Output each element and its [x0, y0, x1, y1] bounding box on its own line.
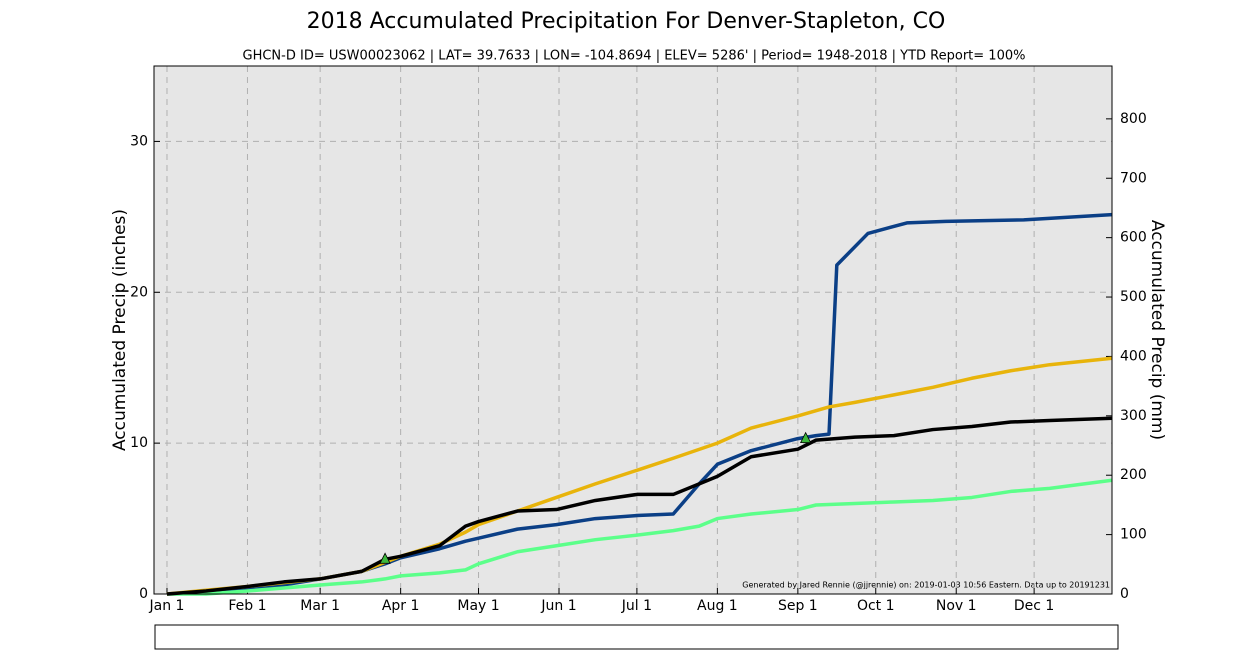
x-tick-label: Jul 1	[621, 598, 652, 614]
x-tick-label: Apr 1	[382, 598, 420, 614]
y2-tick-label: 400	[1120, 348, 1147, 364]
y-axis-label: Accumulated Precip (inches)	[110, 209, 130, 451]
y2-tick-label: 600	[1120, 230, 1147, 246]
y2-tick-label: 200	[1120, 467, 1147, 483]
x-tick-label: Dec 1	[1014, 598, 1054, 614]
y-tick-label: 10	[130, 435, 148, 451]
x-tick-label: Jan 1	[149, 598, 185, 614]
plot-area	[154, 66, 1112, 594]
x-tick-label: Jun 1	[540, 598, 576, 614]
x-tick-label: Feb 1	[228, 598, 266, 614]
x-tick-label: Mar 1	[300, 598, 340, 614]
series-line	[166, 478, 1113, 596]
chart-title: 2018 Accumulated Precipitation For Denve…	[307, 9, 946, 34]
y2-tick-label: 0	[1120, 586, 1129, 602]
x-tick-label: Aug 1	[697, 598, 738, 614]
y-tick-label: 0	[139, 586, 148, 602]
annotation: Generated by Jared Rennie (@jjrennie) on…	[742, 581, 1110, 590]
y2-tick-label: 700	[1120, 170, 1147, 186]
y-tick-label: 30	[130, 133, 148, 149]
x-tick-label: Sep 1	[778, 598, 818, 614]
plot-frame	[153, 65, 1113, 595]
x-tick-label: Nov 1	[936, 598, 977, 614]
y2-axis-label: Accumulated Precip (mm)	[1147, 220, 1167, 440]
y2-tick-label: 500	[1120, 289, 1147, 305]
record-marker	[800, 431, 812, 444]
y2-tick-label: 800	[1120, 111, 1147, 127]
legend	[154, 624, 1119, 650]
series-line	[166, 416, 1113, 596]
record-marker	[379, 552, 391, 564]
y2-tick-label: 300	[1120, 408, 1147, 424]
y-tick-label: 20	[130, 284, 148, 300]
chart-subtitle: GHCN-D ID= USW00023062 | LAT= 39.7633 | …	[243, 49, 1026, 64]
y2-tick-label: 100	[1120, 527, 1147, 543]
x-tick-label: Oct 1	[857, 598, 895, 614]
x-tick-label: May 1	[457, 598, 499, 614]
